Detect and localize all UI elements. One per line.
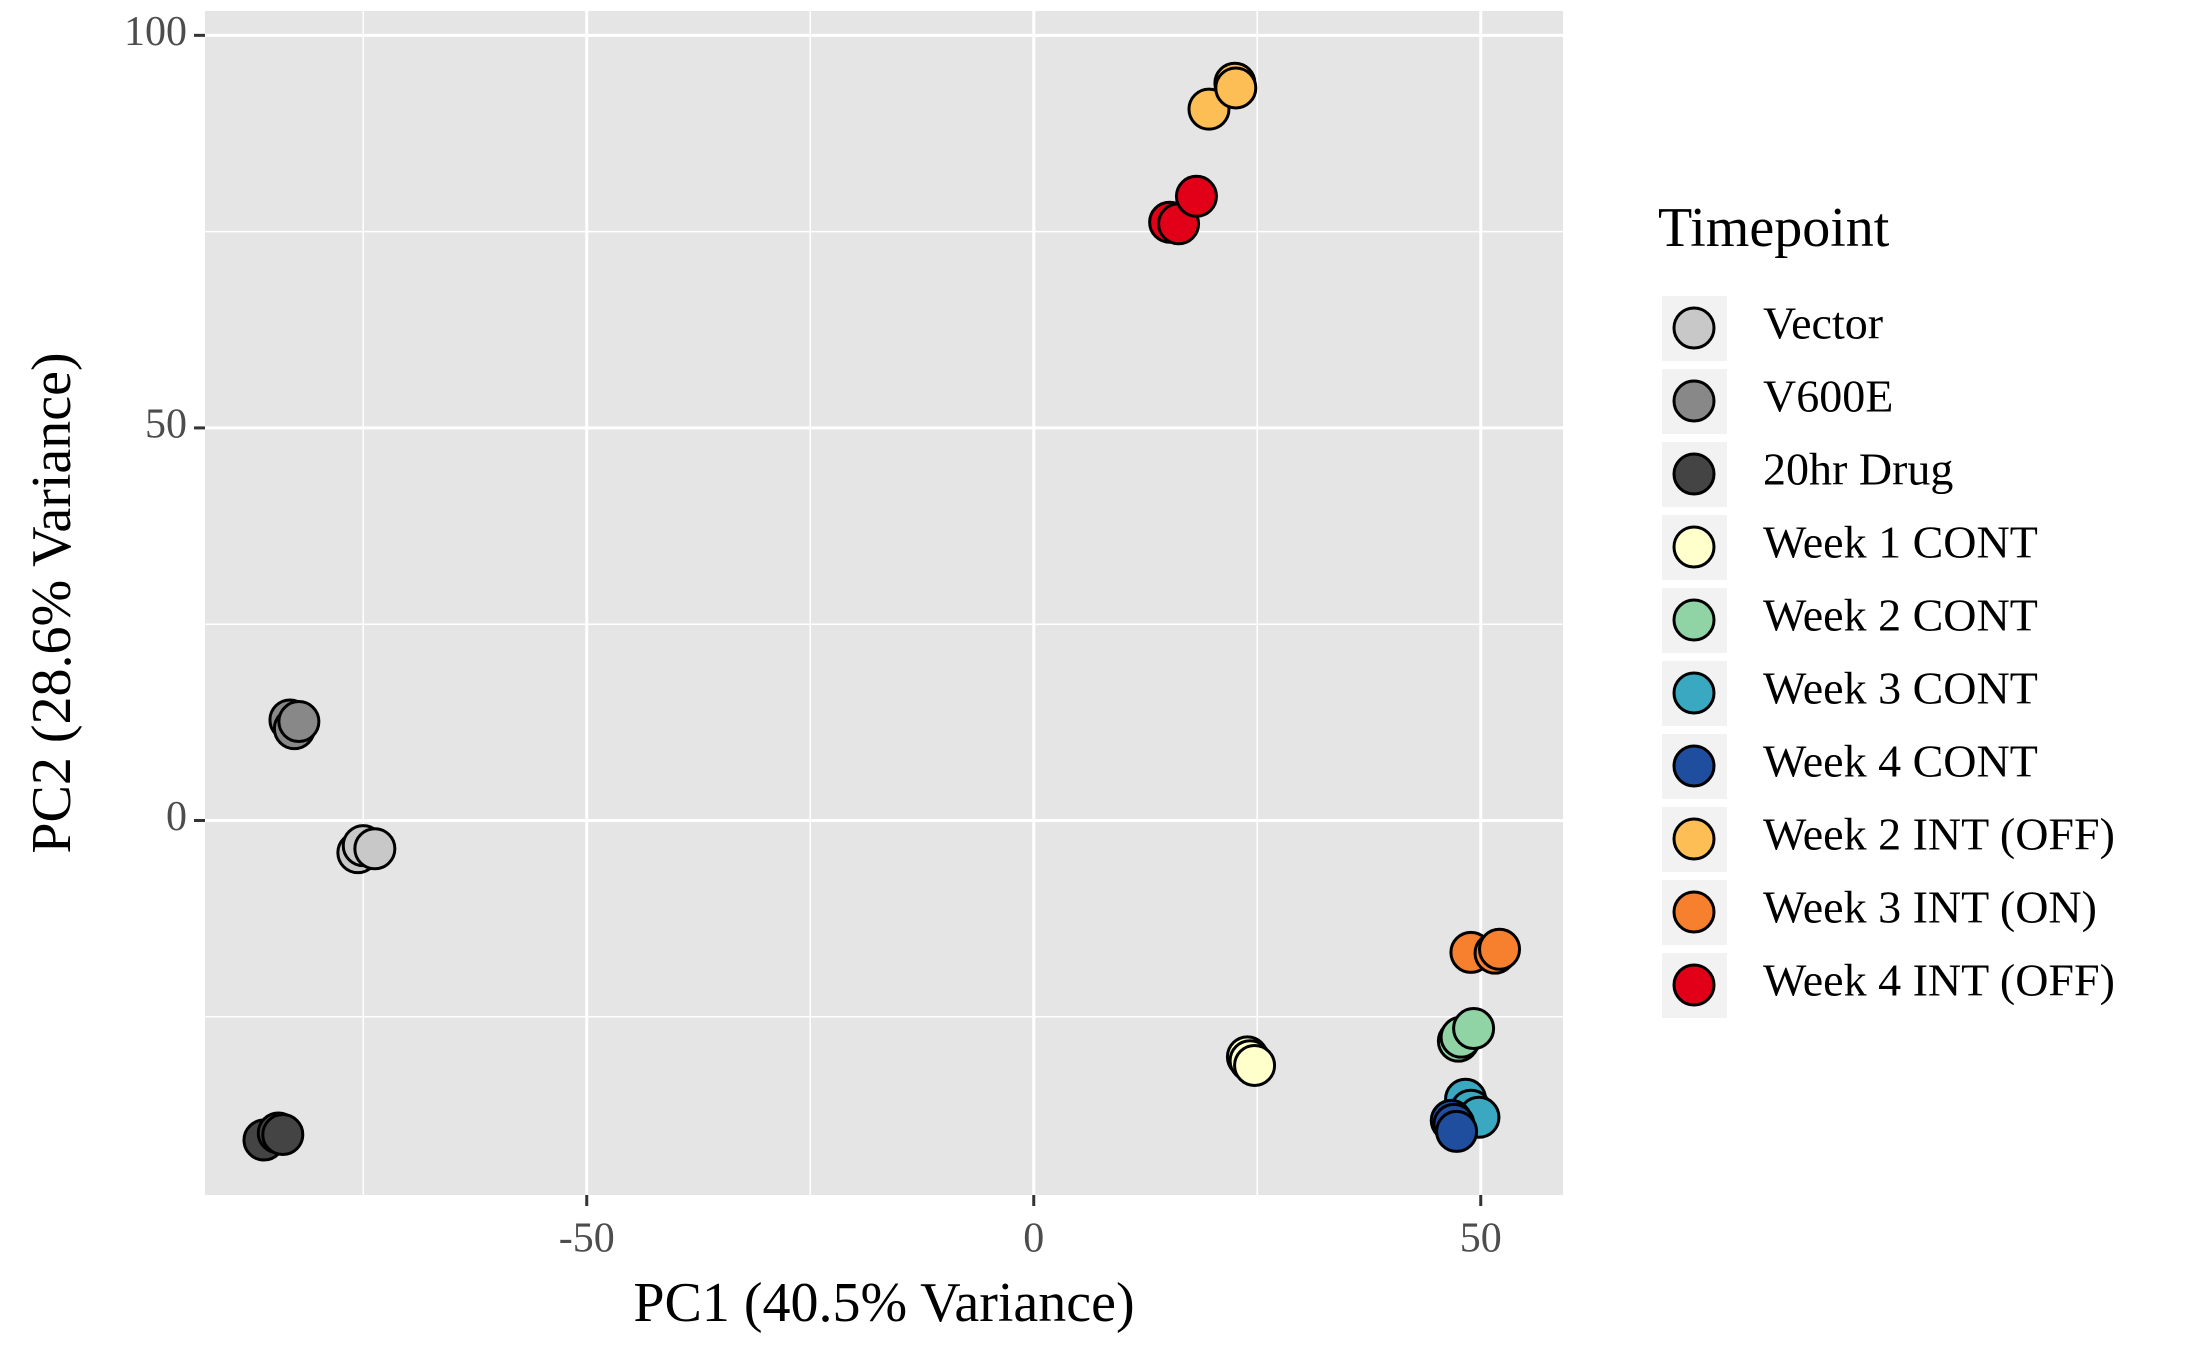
point (1452, 1007, 1496, 1051)
point (261, 1113, 305, 1157)
y-tick-label: 50 (145, 402, 187, 448)
point (1174, 174, 1218, 218)
point (1478, 927, 1522, 971)
point (277, 700, 321, 744)
point (1233, 1043, 1277, 1087)
legend-label: Week 3 CONT (1763, 663, 2038, 714)
legend-marker (1672, 525, 1716, 569)
y-tick-label: 0 (166, 794, 187, 840)
point (1435, 1109, 1479, 1153)
x-tick-label: 50 (1460, 1216, 1502, 1262)
legend-marker (1672, 817, 1716, 861)
legend-label: Week 4 INT (OFF) (1763, 955, 2115, 1006)
legend-marker (1672, 671, 1716, 715)
legend-label: Vector (1763, 298, 1883, 349)
legend-label: Week 2 INT (OFF) (1763, 809, 2115, 860)
legend-marker (1672, 963, 1716, 1007)
legend-label: Week 2 CONT (1763, 590, 2038, 641)
legend-marker (1672, 890, 1716, 934)
point (353, 827, 397, 871)
point (1214, 66, 1258, 110)
legend-label: Week 1 CONT (1763, 517, 2038, 568)
legend-label: Week 3 INT (ON) (1763, 882, 2097, 933)
legend-marker (1672, 452, 1716, 496)
plot-panel (205, 11, 1563, 1195)
y-tick-label: 100 (124, 9, 187, 55)
legend-label: Week 4 CONT (1763, 736, 2038, 787)
legend-marker (1672, 306, 1716, 350)
legend-marker (1672, 744, 1716, 788)
x-tick-label: 0 (1023, 1216, 1044, 1262)
legend-label: 20hr Drug (1763, 444, 1953, 495)
legend-label: V600E (1763, 371, 1893, 422)
legend-title: Timepoint (1658, 197, 1890, 259)
legend-marker (1672, 379, 1716, 423)
legend-marker (1672, 598, 1716, 642)
x-tick-label: -50 (559, 1216, 615, 1262)
y-axis-title: PC2 (28.6% Variance) (21, 352, 83, 853)
x-axis-title: PC1 (40.5% Variance) (633, 1272, 1134, 1334)
